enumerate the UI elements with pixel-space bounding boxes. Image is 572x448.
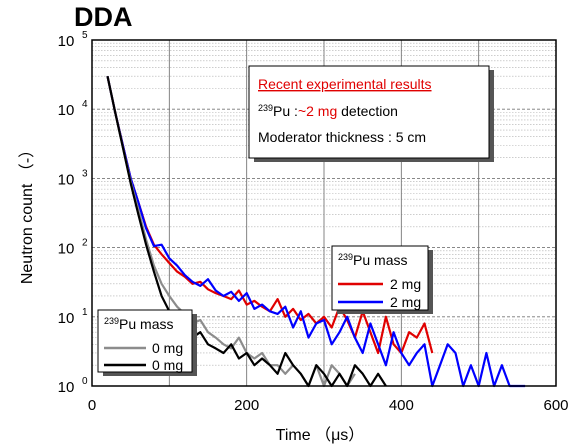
x-axis-label: Time （μs）	[276, 426, 365, 444]
annotation-line-2-suffix: detection	[337, 103, 398, 119]
legend-0mg: 239Pu mass 0 mg 0 mg	[97, 309, 197, 376]
plot-frame	[91, 39, 557, 387]
legend-0mg-title-text: Pu mass	[119, 316, 173, 332]
y-tick-exponent: 3	[82, 168, 88, 179]
y-axis: 10 0 10 1 10 2 10 3 10 4 10 5	[58, 30, 88, 396]
y-tick-label: 10	[58, 33, 75, 50]
x-tick-label: 200	[234, 397, 259, 414]
y-tick-exponent: 0	[82, 376, 88, 387]
y-tick-exponent: 2	[82, 238, 88, 249]
x-tick-label: 0	[88, 397, 96, 414]
annotation-line-2-highlight: ~2 mg	[298, 103, 337, 119]
y-axis-label: Neutron count （-）	[18, 142, 36, 284]
y-tick-exponent: 5	[82, 30, 88, 41]
y-tick-label: 10	[58, 310, 75, 327]
annotation-box: Recent experimental results 239Pu :~2 mg…	[248, 65, 494, 162]
legend-0mg-gray-label: 0 mg	[152, 340, 183, 356]
y-tick-exponent: 4	[82, 99, 88, 110]
legend-2mg-title-superscript: 239	[338, 252, 353, 262]
y-tick-exponent: 1	[82, 307, 88, 318]
annotation-line-2: 239Pu :~2 mg detection	[258, 103, 398, 119]
legend-0mg-black-label: 0 mg	[152, 357, 183, 373]
series-line-4	[106, 75, 387, 388]
y-tick-label: 10	[58, 171, 75, 188]
series-group	[106, 75, 526, 388]
annotation-isotope-superscript: 239	[258, 103, 273, 113]
legend-2mg: 239Pu mass 2 mg 2 mg	[331, 245, 433, 314]
y-tick-label: 10	[58, 379, 75, 396]
annotation-box-frame	[248, 65, 490, 159]
y-tick-label: 10	[58, 241, 75, 258]
legend-2mg-title: 239Pu mass	[338, 252, 408, 268]
x-tick-label: 600	[543, 397, 568, 414]
figure-heading: DDA	[74, 2, 133, 32]
x-tick-label: 400	[389, 397, 414, 414]
legend-2mg-blue-label: 2 mg	[390, 294, 421, 310]
legend-0mg-title: 239Pu mass	[104, 316, 174, 332]
legend-2mg-frame	[331, 245, 429, 311]
legend-0mg-title-superscript: 239	[104, 316, 119, 326]
legend-2mg-title-text: Pu mass	[353, 252, 407, 268]
x-axis: 0 200 400 600	[88, 397, 569, 414]
annotation-line-2-text: Pu :	[273, 103, 298, 119]
legend-0mg-frame	[97, 309, 193, 373]
annotation-title: Recent experimental results	[258, 76, 432, 92]
series-line-2	[106, 75, 526, 388]
legend-2mg-red-label: 2 mg	[390, 276, 421, 292]
annotation-line-3: Moderator thickness : 5 cm	[258, 129, 426, 145]
y-tick-label: 10	[58, 102, 75, 119]
